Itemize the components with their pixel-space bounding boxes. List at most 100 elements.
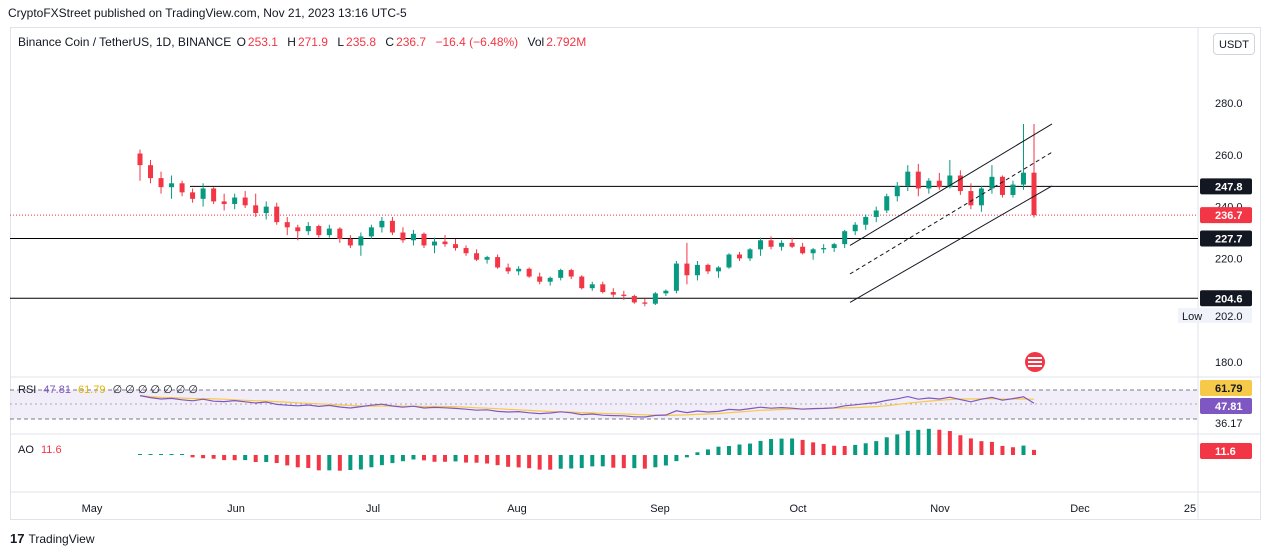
candle-body <box>684 263 690 276</box>
y-tick-label: 180.0 <box>1215 357 1243 369</box>
candle-body <box>526 268 532 277</box>
candle-body <box>421 233 427 246</box>
candle <box>863 214 869 230</box>
candle <box>800 242 806 255</box>
ao-bar <box>443 455 448 462</box>
candle-body <box>326 228 332 236</box>
candle <box>610 288 616 298</box>
candle <box>999 175 1005 198</box>
ao-bar <box>968 438 973 455</box>
candle-body <box>295 227 301 232</box>
ao-bar <box>684 455 689 458</box>
candle <box>821 244 827 254</box>
tradingview-logo[interactable]: 17 TradingView <box>10 531 95 546</box>
candle <box>495 254 501 269</box>
ao-bar <box>979 441 984 455</box>
price-label-text: 247.8 <box>1215 181 1243 193</box>
ao-bar <box>358 455 363 470</box>
candle <box>621 290 627 300</box>
open-value: 253.1 <box>247 35 278 49</box>
candle <box>179 180 185 197</box>
open-label: O <box>236 35 246 49</box>
ao-bar <box>663 455 668 466</box>
candle-body <box>284 222 290 228</box>
ao-bar <box>748 443 753 455</box>
candle-body <box>800 246 806 254</box>
candle-body <box>863 216 869 225</box>
candles-group <box>137 123 1037 307</box>
ao-bar <box>306 455 311 468</box>
ao-bar <box>253 455 258 463</box>
candle-body <box>884 196 890 211</box>
ao-bar <box>916 429 921 455</box>
candle <box>558 268 564 281</box>
rsi-legend[interactable]: RSI 47.81 61.79 ∅ ∅ ∅ ∅ ∅ ∅ ∅ <box>18 383 198 396</box>
ao-bar <box>516 455 521 468</box>
candle <box>642 298 648 307</box>
symbol-name[interactable]: Binance Coin / TetherUS, 1D, BINANCE <box>18 35 232 49</box>
candle-body <box>715 267 721 272</box>
candle-body <box>947 175 953 188</box>
ao-bar <box>190 455 195 458</box>
candle-body <box>600 284 606 293</box>
high-label: H <box>287 35 296 49</box>
candle-body <box>1031 172 1037 216</box>
candle <box>389 216 395 236</box>
ao-bar <box>537 455 542 470</box>
candle <box>326 224 332 238</box>
candle-body <box>810 249 816 254</box>
ao-bar <box>1000 445 1005 455</box>
candle <box>747 248 753 261</box>
x-tick-label: Nov <box>930 503 950 515</box>
candle-body <box>232 197 238 205</box>
publisher-text: CryptoFXStreet published on TradingView.… <box>8 6 407 20</box>
candle-body <box>642 302 648 304</box>
ao-bar <box>884 437 889 455</box>
ao-legend[interactable]: AO 11.6 <box>18 444 62 456</box>
ao-bar <box>453 455 458 462</box>
candle-body <box>821 248 827 250</box>
channel-mid-line <box>849 151 1053 275</box>
ao-bar <box>159 454 164 455</box>
ao-bar <box>327 455 332 471</box>
candle-body <box>253 205 259 214</box>
candle-body <box>137 153 143 166</box>
candle-body <box>957 175 963 192</box>
ao-bar <box>558 455 563 469</box>
y-tick-label: 280.0 <box>1215 98 1243 110</box>
ao-bar <box>285 455 290 466</box>
candle-body <box>568 270 574 277</box>
candle-body <box>148 165 154 179</box>
ao-bar <box>579 455 584 469</box>
price-label-bg <box>1200 207 1252 224</box>
flag-stripe <box>1028 365 1042 367</box>
candle <box>221 193 227 211</box>
candle-body <box>495 257 501 268</box>
candle <box>915 163 921 197</box>
candle <box>505 263 511 274</box>
candle <box>442 235 448 247</box>
candle <box>316 224 322 238</box>
ao-bar <box>232 455 237 461</box>
price-label: 227.7 <box>1200 230 1252 247</box>
candle <box>379 216 385 233</box>
candle <box>926 178 932 194</box>
candle-body <box>673 263 679 291</box>
candle-body <box>221 201 227 205</box>
ao-bar <box>211 455 216 459</box>
rsi-axis-label: 47.81 <box>1200 398 1252 414</box>
chart-frame <box>10 27 1261 520</box>
candle <box>715 266 721 278</box>
currency-button[interactable]: USDT <box>1213 33 1255 55</box>
candle <box>211 187 217 205</box>
ao-bar <box>316 455 321 471</box>
ao-bar <box>474 455 479 463</box>
candle <box>547 276 553 286</box>
ao-bar <box>863 443 868 455</box>
candle <box>705 263 711 274</box>
ao-bar <box>600 455 605 467</box>
candle <box>968 183 974 210</box>
price-label: 204.6 <box>1200 290 1252 307</box>
rsi-axis-label: 61.79 <box>1200 380 1252 396</box>
